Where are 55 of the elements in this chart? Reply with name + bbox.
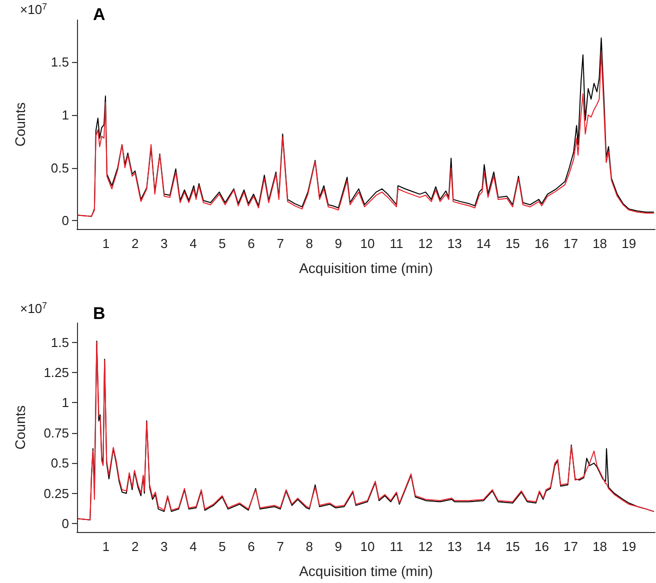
x-tick-label: 12 — [418, 539, 433, 554]
x-tick-label: 3 — [160, 539, 168, 554]
x-tick-label: 8 — [306, 236, 313, 251]
x-tick-label: 9 — [334, 539, 342, 554]
x-tick-label: 10 — [360, 539, 375, 554]
y-tick-label: 1 — [62, 108, 69, 122]
x-tick-label: 4 — [190, 539, 197, 554]
x-tick-label: 17 — [564, 236, 578, 251]
x-tick-label: 1 — [102, 539, 110, 554]
x-tick-label: 2 — [131, 236, 139, 251]
x-tick-label: 6 — [248, 236, 255, 251]
x-tick-label: 14 — [476, 236, 491, 251]
y-tick-label: 0.5 — [50, 160, 69, 176]
x-tick-label: 16 — [534, 539, 549, 554]
x-tick-label: 15 — [505, 236, 520, 251]
x-tick-label: 11 — [390, 236, 404, 251]
x-tick-label: 7 — [276, 236, 284, 251]
x-tick-label: 18 — [592, 236, 608, 251]
x-tick-label: 8 — [306, 539, 313, 554]
y-tick-label: 0.75 — [44, 425, 69, 440]
chart-title: A — [93, 5, 106, 24]
x-tick-label: 10 — [360, 236, 375, 251]
x-tick-label: 6 — [248, 539, 255, 554]
x-tick-label: 13 — [447, 236, 462, 251]
y-axis-title: Counts — [12, 102, 28, 147]
y-tick-label: 0 — [62, 213, 69, 228]
y-tick-label: 1.5 — [50, 334, 69, 350]
y-tick-label: 1.25 — [44, 365, 69, 380]
y-tick-label: 1.5 — [50, 54, 69, 70]
x-tick-label: 5 — [218, 236, 226, 251]
x-axis-title: Acquisition time (min) — [299, 563, 433, 579]
x-tick-label: 11 — [390, 539, 404, 554]
x-tick-label: 19 — [622, 539, 636, 554]
x-tick-label: 14 — [476, 539, 491, 554]
x-tick-label: 19 — [622, 236, 636, 251]
x-axis-title: Acquisition time (min) — [299, 260, 433, 276]
x-tick-label: 16 — [534, 236, 549, 251]
chart-title: B — [93, 304, 106, 323]
x-tick-label: 18 — [592, 539, 608, 554]
x-tick-label: 5 — [218, 539, 226, 554]
x-tick-label: 3 — [160, 236, 168, 251]
y-axis-title: Counts — [12, 405, 28, 450]
x-tick-label: 13 — [447, 539, 462, 554]
y-tick-label: 0 — [62, 516, 69, 532]
x-tick-label: 15 — [505, 539, 520, 554]
x-tick-label: 17 — [564, 539, 578, 554]
x-tick-label: 1 — [102, 236, 110, 251]
y-tick-label: 0.25 — [44, 486, 69, 501]
x-tick-label: 9 — [334, 236, 342, 251]
x-tick-label: 4 — [190, 236, 197, 251]
x-tick-label: 2 — [131, 539, 139, 554]
x-tick-label: 12 — [418, 236, 433, 251]
y-tick-label: 1 — [62, 395, 69, 410]
y-tick-label: 0.5 — [50, 456, 69, 471]
x-tick-label: 7 — [276, 539, 284, 554]
